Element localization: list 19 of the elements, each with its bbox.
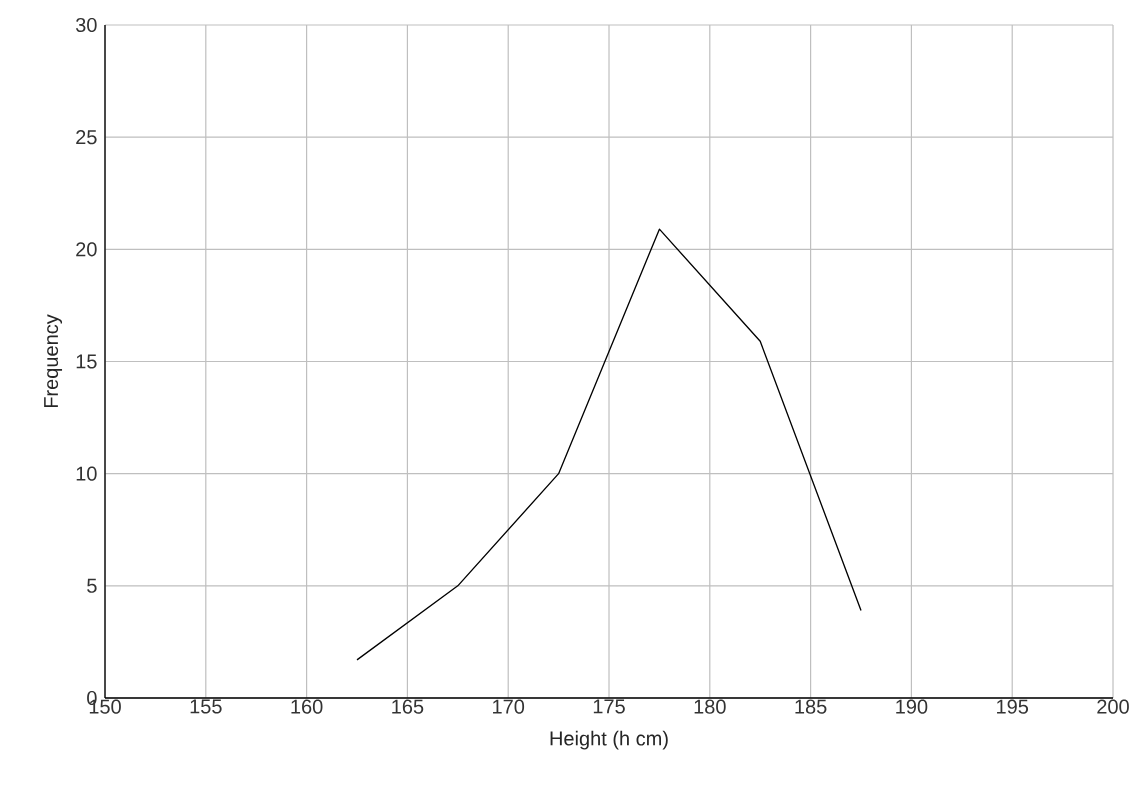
x-axis-title: Height (h cm) [550, 730, 668, 750]
y-tick-label: 15 [76, 354, 97, 369]
x-tick-label: 195 [997, 699, 1029, 714]
y-tick-label: 20 [76, 242, 97, 257]
x-tick-label: 190 [896, 699, 928, 714]
x-tick-label: 155 [190, 699, 222, 714]
x-tick-label: 175 [593, 699, 625, 714]
line-series [356, 228, 862, 661]
y-axis-title: Frequency [44, 314, 63, 408]
y-tick-label: 30 [75, 17, 97, 33]
x-tick-label: 180 [694, 699, 726, 714]
y-tick-label: 10 [76, 466, 97, 481]
y-tick-label: 25 [76, 130, 97, 145]
x-tick-label: 200 [1097, 699, 1129, 714]
y-tick-label: 5 [87, 578, 97, 593]
x-tick-label: 165 [392, 699, 424, 714]
x-tick-label: 170 [493, 699, 525, 714]
x-tick-label: 185 [795, 699, 827, 714]
x-tick-label: 160 [291, 699, 323, 714]
